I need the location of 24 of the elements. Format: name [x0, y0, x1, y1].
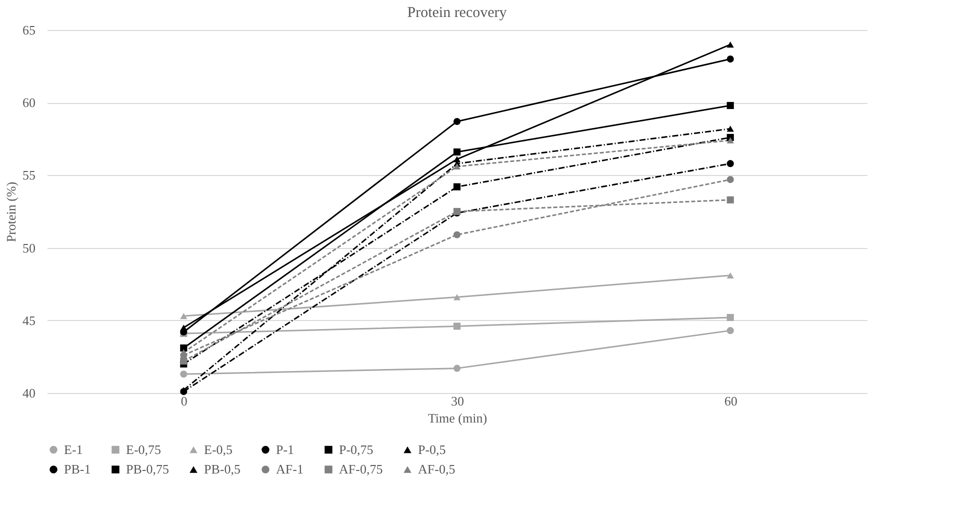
x-tick-label: 60: [724, 394, 738, 408]
chart-title: Protein recovery: [407, 5, 508, 21]
x-tick-label: 30: [451, 394, 464, 408]
legend-label: AF-1: [276, 462, 304, 476]
y-tick-label: 60: [22, 95, 36, 110]
y-tick-label: 65: [22, 22, 36, 38]
y-axis-title: Protein (%): [4, 182, 18, 242]
y-tick-label: 45: [22, 312, 36, 328]
legend-label: PB-0,5: [204, 462, 240, 476]
legend-label: P-1: [276, 442, 294, 457]
y-tick-label: 40: [22, 386, 36, 400]
y-tick-label: 50: [22, 240, 36, 256]
legend-label: E-0,75: [126, 442, 162, 457]
legend-label: PB-1: [64, 462, 91, 476]
legend-label: AF-0,75: [339, 462, 383, 476]
legend-label: P-0,75: [339, 442, 374, 457]
y-tick-label: 55: [22, 168, 36, 183]
legend-label: AF-0,5: [418, 462, 456, 476]
legend-label: E-1: [64, 442, 83, 457]
x-axis-title: Time (min): [428, 410, 488, 426]
x-tick-label: 0: [180, 394, 188, 408]
legend-label: PB-0,75: [126, 462, 169, 476]
legend-label: P-0,5: [418, 442, 446, 457]
legend-label: E-0,5: [204, 442, 233, 457]
